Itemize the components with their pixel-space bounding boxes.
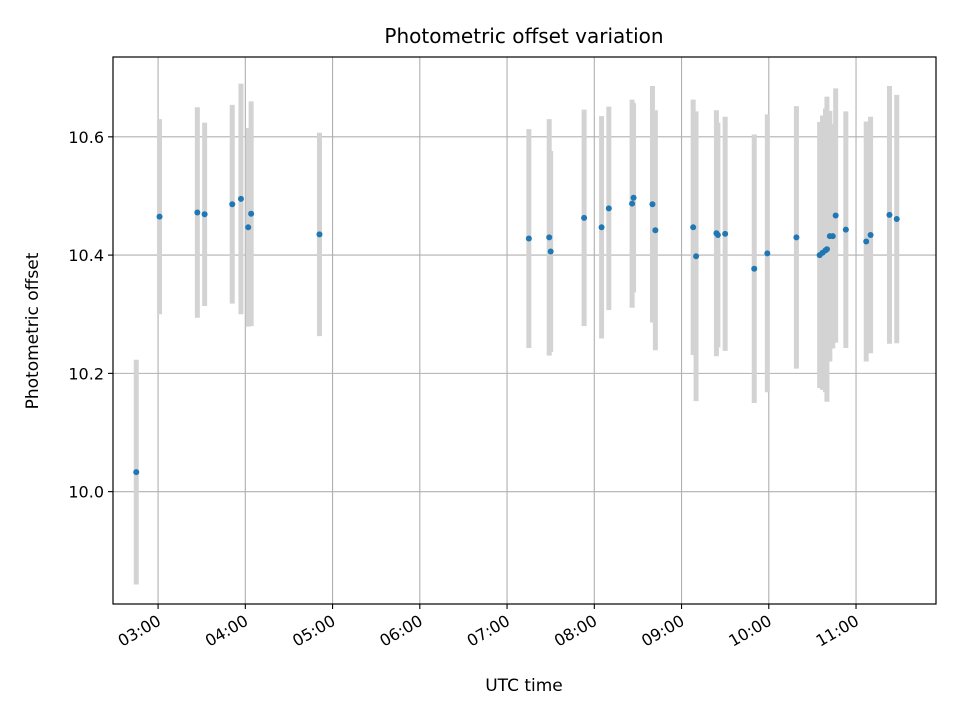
data-point [863, 238, 870, 245]
x-tick-label: 11:00 [813, 611, 862, 651]
data-point [598, 224, 605, 231]
grid [113, 57, 936, 604]
data-point [229, 201, 236, 208]
data-point [245, 224, 252, 231]
data-point [690, 224, 697, 231]
data-point [764, 250, 771, 257]
data-point [248, 210, 255, 217]
y-axis: 10.0 10.2 10.4 10.6 [68, 128, 113, 502]
data-point [886, 211, 893, 218]
data-point [581, 214, 588, 221]
x-tick-label: 04:00 [202, 611, 251, 651]
data-point [201, 211, 208, 218]
data-point [829, 233, 836, 240]
data-point [652, 227, 659, 234]
y-tick-label: 10.4 [68, 246, 104, 265]
data-point [156, 213, 163, 220]
errorbars [133, 83, 900, 585]
x-axis-label: UTC time [485, 676, 563, 696]
markers [133, 194, 900, 476]
data-point [823, 246, 830, 253]
data-point [793, 234, 800, 241]
data-point [832, 212, 839, 219]
x-tick-label: 06:00 [376, 611, 425, 651]
x-tick-label: 08:00 [551, 611, 600, 651]
x-tick-label: 03:00 [115, 611, 164, 651]
data-point [629, 200, 636, 207]
y-tick-label: 10.0 [68, 483, 104, 502]
data-point [133, 469, 140, 476]
y-axis-label: Photometric offset [23, 252, 43, 409]
x-tick-label: 07:00 [464, 611, 513, 651]
data-point [194, 209, 201, 216]
x-tick-label: 05:00 [289, 611, 338, 651]
chart-title: Photometric offset variation [384, 24, 663, 48]
data-point [649, 201, 656, 208]
data-point [630, 194, 637, 201]
data-point [547, 248, 554, 255]
y-tick-label: 10.6 [68, 128, 104, 147]
data-point [316, 231, 323, 238]
x-tick-label: 10:00 [725, 611, 774, 651]
y-tick-label: 10.2 [68, 364, 104, 383]
data-point [693, 253, 700, 260]
data-point [867, 231, 874, 238]
data-point [714, 231, 721, 238]
data-point [842, 226, 849, 233]
x-tick-label: 09:00 [638, 611, 687, 651]
data-point [525, 235, 532, 242]
data-point [893, 216, 900, 223]
data-point [751, 265, 758, 272]
data-point [722, 230, 729, 237]
data-point [237, 195, 244, 202]
data-point [605, 205, 612, 212]
plot-frame [112, 56, 937, 605]
x-axis: 03:00 04:00 05:00 06:00 07:00 08:00 09:00 10:00… [115, 604, 862, 651]
data-point [546, 234, 553, 241]
